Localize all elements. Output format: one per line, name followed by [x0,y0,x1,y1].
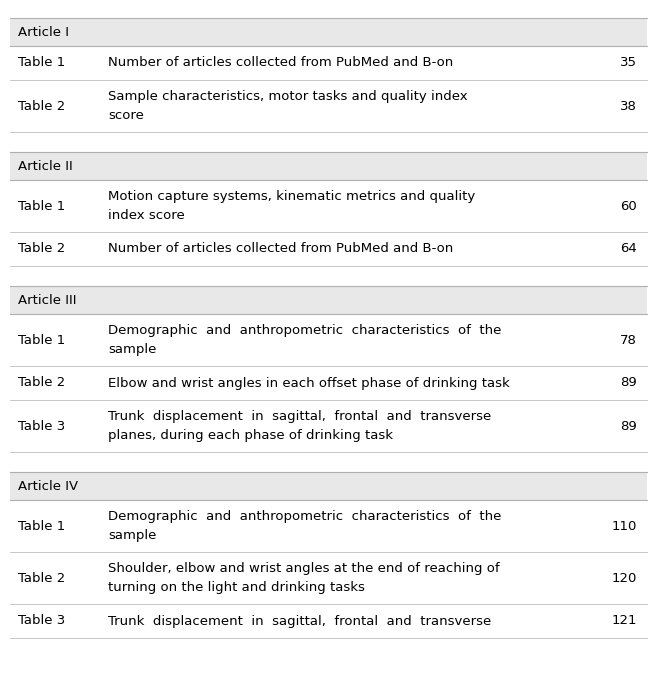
Text: Number of articles collected from PubMed and B-on: Number of articles collected from PubMed… [108,243,453,256]
Text: index score: index score [108,209,185,222]
Text: Demographic  and  anthropometric  characteristics  of  the: Demographic and anthropometric character… [108,510,501,523]
Text: Motion capture systems, kinematic metrics and quality: Motion capture systems, kinematic metric… [108,190,475,203]
Bar [10,472,647,500]
Text: Table 3: Table 3 [18,614,65,628]
Text: Table 1: Table 1 [18,56,65,70]
Text: Article III: Article III [18,294,76,306]
Text: 78: 78 [620,334,637,346]
Text: Trunk  displacement  in  sagittal,  frontal  and  transverse: Trunk displacement in sagittal, frontal … [108,614,491,628]
Text: Number of articles collected from PubMed and B-on: Number of articles collected from PubMed… [108,56,453,70]
Bar [10,18,647,46]
Text: score: score [108,109,144,122]
Text: 120: 120 [612,572,637,584]
Text: Table 3: Table 3 [18,420,65,433]
Text: Article IV: Article IV [18,479,78,492]
Text: Table 1: Table 1 [18,519,65,532]
Text: Shoulder, elbow and wrist angles at the end of reaching of: Shoulder, elbow and wrist angles at the … [108,562,499,575]
Bar [10,286,647,314]
Text: Table 1: Table 1 [18,334,65,346]
Text: Demographic  and  anthropometric  characteristics  of  the: Demographic and anthropometric character… [108,324,501,337]
Text: Trunk  displacement  in  sagittal,  frontal  and  transverse: Trunk displacement in sagittal, frontal … [108,410,491,423]
Text: Sample characteristics, motor tasks and quality index: Sample characteristics, motor tasks and … [108,90,468,103]
Text: 35: 35 [620,56,637,70]
Text: sample: sample [108,343,156,356]
Text: 89: 89 [620,420,637,433]
Text: 38: 38 [620,100,637,113]
Text: turning on the light and drinking tasks: turning on the light and drinking tasks [108,581,365,594]
Text: 121: 121 [612,614,637,628]
Text: 89: 89 [620,376,637,389]
Text: Table 1: Table 1 [18,199,65,212]
Text: Table 2: Table 2 [18,572,65,584]
Text: sample: sample [108,529,156,542]
Text: Table 2: Table 2 [18,243,65,256]
Text: 60: 60 [620,199,637,212]
Bar [10,152,647,180]
Text: Elbow and wrist angles in each offset phase of drinking task: Elbow and wrist angles in each offset ph… [108,376,510,389]
Text: 64: 64 [620,243,637,256]
Text: Article II: Article II [18,159,73,172]
Text: planes, during each phase of drinking task: planes, during each phase of drinking ta… [108,429,393,442]
Text: Article I: Article I [18,26,69,39]
Text: Table 2: Table 2 [18,376,65,389]
Text: 110: 110 [612,519,637,532]
Text: Table 2: Table 2 [18,100,65,113]
